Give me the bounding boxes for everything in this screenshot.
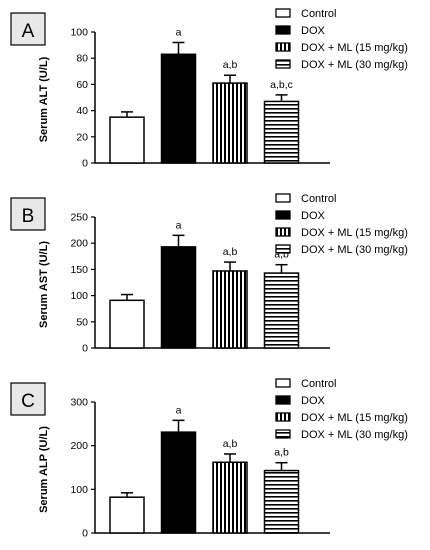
legend-label: DOX + ML (30 mg/kg) <box>301 244 408 256</box>
bar-dox-ml-30-mg-kg- <box>263 100 300 164</box>
legend-label: Control <box>301 8 336 20</box>
legend-swatch <box>275 8 291 18</box>
bar-dox-ml-15-mg-kg- <box>212 270 248 349</box>
panel-label-box <box>10 197 46 231</box>
y-axis-label: Serum ALP (U/L) <box>38 426 50 513</box>
bar-dox <box>160 431 197 534</box>
significance-label: a,b <box>274 447 289 459</box>
y-tick-label: 80 <box>76 53 88 65</box>
significance-label: a <box>176 404 182 416</box>
y-tick-label: 20 <box>76 131 88 143</box>
legend-swatch <box>275 59 291 69</box>
y-tick-label: 60 <box>76 79 88 91</box>
significance-label: a <box>176 26 182 38</box>
y-tick-label: 250 <box>70 212 88 224</box>
y-tick-label: 0 <box>82 158 88 170</box>
bar-dox-ml-15-mg-kg- <box>212 82 248 164</box>
legend-label: DOX + ML (30 mg/kg) <box>301 429 408 441</box>
panel-label-box <box>10 382 46 416</box>
legend-label: Control <box>301 193 336 205</box>
legend-swatch <box>275 395 291 405</box>
legend-swatch <box>275 429 291 439</box>
panel-a: A 0 20 40 60 80 100 Serum ALT (U/L) a a,b a,b,c Con… <box>10 8 408 170</box>
legend-swatch <box>275 227 291 237</box>
legend-swatch <box>275 42 291 52</box>
y-tick-label: 50 <box>76 316 88 328</box>
y-tick-label: 0 <box>82 528 88 540</box>
legend-label: DOX + ML (30 mg/kg) <box>301 59 408 71</box>
legend-label: DOX + ML (15 mg/kg) <box>301 227 408 239</box>
significance-label: a <box>176 219 182 231</box>
legend-swatch <box>275 412 291 422</box>
bar-dox <box>160 246 197 349</box>
legend-swatch <box>275 193 291 203</box>
legend-label: DOX + ML (15 mg/kg) <box>301 42 408 54</box>
panel-label-box <box>10 12 46 46</box>
legend-label: DOX <box>301 395 326 407</box>
legend-swatch <box>275 244 291 254</box>
panel-label: A <box>22 21 35 42</box>
y-tick-label: 300 <box>70 397 88 409</box>
significance-label: a,b <box>223 438 238 450</box>
bar-control <box>109 116 145 164</box>
y-tick-label: 150 <box>70 264 88 276</box>
bar-dox <box>160 53 197 164</box>
bar-control <box>109 299 145 349</box>
bar-dox-ml-30-mg-kg- <box>263 469 300 534</box>
y-tick-label: 0 <box>82 343 88 355</box>
panel-label: C <box>21 391 35 412</box>
legend-label: DOX <box>301 210 326 222</box>
y-tick-label: 40 <box>76 105 88 117</box>
legend-swatch <box>275 378 291 388</box>
y-axis-label: Serum AST (U/L) <box>38 241 50 328</box>
y-tick-label: 200 <box>70 238 88 250</box>
y-tick-label: 200 <box>70 440 88 452</box>
significance-label: a,b,c <box>270 79 293 91</box>
y-tick-label: 100 <box>70 27 88 39</box>
bar-dox-ml-15-mg-kg- <box>212 461 248 534</box>
legend-swatch <box>275 25 291 35</box>
significance-label: a,b <box>223 59 238 71</box>
y-axis-label: Serum ALT (U/L) <box>38 56 50 142</box>
panel-c: C 0 100 200 300 Serum ALP (U/L) a a,b a,b Control… <box>10 378 408 540</box>
panel-label: B <box>22 206 35 227</box>
bar-control <box>109 496 145 534</box>
chart-root: A 0 20 40 60 80 100 Serum ALT (U/L) a a,b a,b,c Con… <box>10 8 408 540</box>
significance-label: a,b <box>223 246 238 258</box>
legend-label: DOX <box>301 25 326 37</box>
legend-swatch <box>275 210 291 220</box>
legend-label: DOX + ML (15 mg/kg) <box>301 412 408 424</box>
legend-label: Control <box>301 378 336 390</box>
bar-dox-ml-30-mg-kg- <box>263 272 300 349</box>
y-tick-label: 100 <box>70 484 88 496</box>
y-tick-label: 100 <box>70 290 88 302</box>
